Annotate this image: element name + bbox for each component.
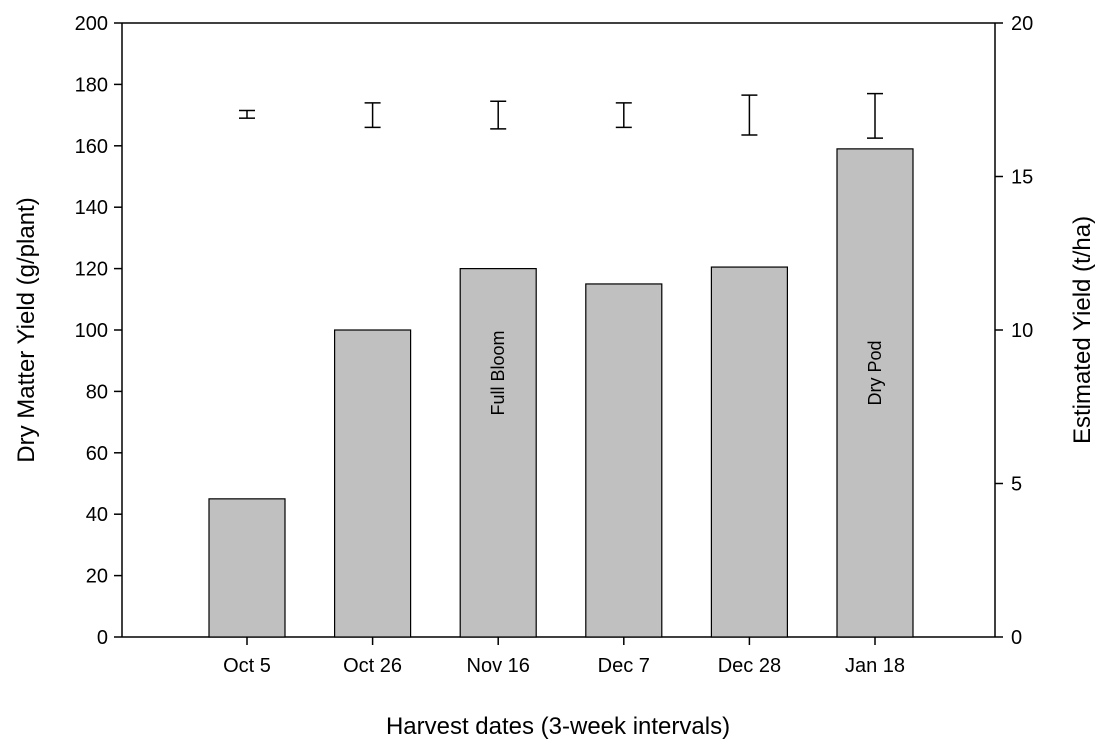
y2-tick-label: 0 xyxy=(1011,627,1022,649)
y-tick-label: 200 xyxy=(75,13,108,35)
bar-annotation: Full Bloom xyxy=(488,330,508,415)
bars: Full Bloom Dry Pod xyxy=(208,148,914,638)
bar xyxy=(334,329,412,638)
y-tick-label: 140 xyxy=(75,197,108,219)
y-tick-label: 120 xyxy=(75,259,108,281)
y-tick-label: 160 xyxy=(75,136,108,158)
x-axis-title: Harvest dates (3-week intervals) xyxy=(386,713,730,740)
bar-annotation: Dry Pod xyxy=(865,340,885,405)
bar xyxy=(459,268,537,638)
x-tick-label: Dec 7 xyxy=(598,655,650,677)
y2-tick-label: 15 xyxy=(1011,167,1033,189)
bar xyxy=(208,498,286,638)
error-bars xyxy=(239,92,883,139)
x-tick-label: Dec 28 xyxy=(718,655,781,677)
y2-tick-label: 5 xyxy=(1011,474,1022,496)
x-tick-label: Jan 18 xyxy=(845,655,905,677)
y2-tick-label: 20 xyxy=(1011,13,1033,35)
bar xyxy=(710,266,789,638)
y-tick-label: 0 xyxy=(97,627,108,649)
bar xyxy=(836,148,914,638)
x-axis-ticks: Oct 5 Oct 26 Nov 16 Dec 7 Dec 28 Jan 18 xyxy=(223,637,905,677)
y2-axis-title: Estimated Yield (t/ha) xyxy=(1069,216,1096,444)
x-tick-label: Nov 16 xyxy=(467,655,530,677)
y-tick-label: 180 xyxy=(75,74,108,96)
y2-axis-ticks: 0 5 10 15 20 xyxy=(995,13,1033,649)
y-tick-label: 60 xyxy=(86,443,108,465)
y-tick-label: 80 xyxy=(86,381,108,403)
x-tick-label: Oct 5 xyxy=(223,655,271,677)
bar xyxy=(585,283,663,638)
y-tick-label: 20 xyxy=(86,566,108,588)
x-tick-label: Oct 26 xyxy=(343,655,402,677)
y2-tick-label: 10 xyxy=(1011,320,1033,342)
y-axis-title: Dry Matter Yield (g/plant) xyxy=(13,197,40,462)
y-tick-label: 40 xyxy=(86,504,108,526)
y-axis-ticks: 0 20 40 60 80 100 120 140 160 180 200 xyxy=(75,13,122,649)
y-tick-label: 100 xyxy=(75,320,108,342)
